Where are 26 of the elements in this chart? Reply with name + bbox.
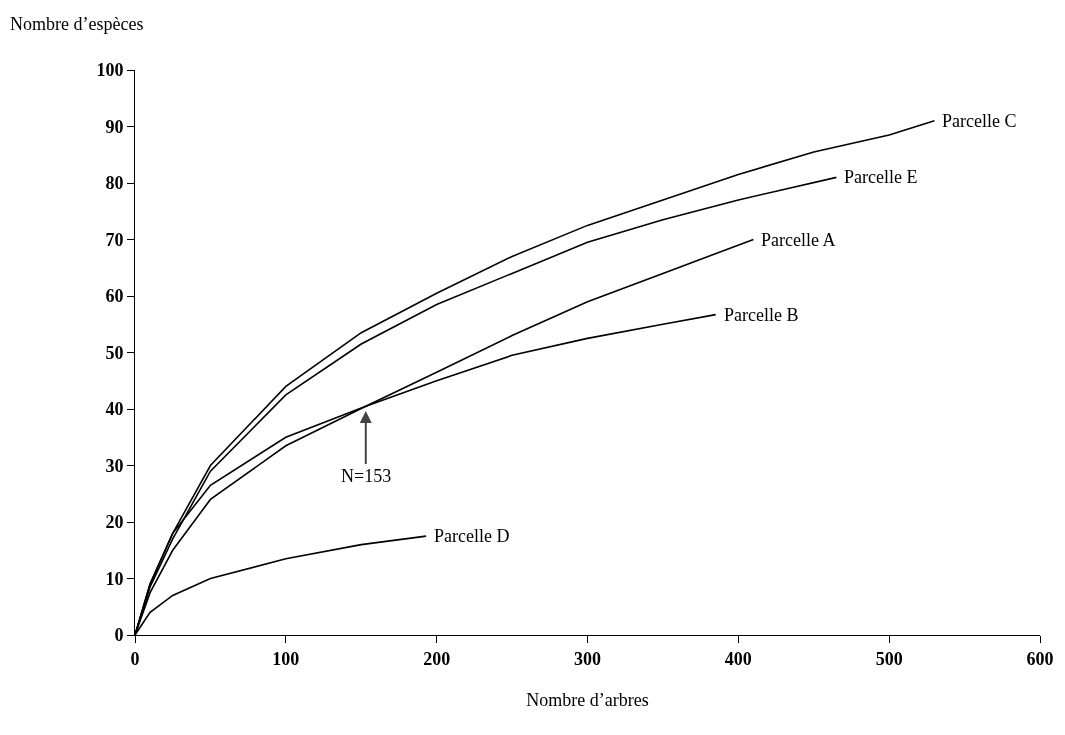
y-tick-label: 40 (105, 399, 124, 420)
series-label: Parcelle A (761, 230, 836, 250)
y-tick-label: 100 (96, 60, 124, 81)
series-label: Parcelle E (844, 167, 918, 187)
y-tick-label: 80 (105, 173, 124, 194)
y-tick-label: 30 (105, 455, 124, 476)
y-tick-label: 70 (105, 229, 124, 250)
series-label: Parcelle B (724, 305, 799, 325)
x-tick-label: 400 (724, 648, 752, 669)
y-axis-title: Nombre d’espèces (10, 14, 144, 34)
x-tick-label: 500 (875, 648, 903, 669)
series-label: Parcelle D (434, 526, 510, 546)
y-tick-label: 10 (105, 568, 124, 589)
annotation: N=153 (341, 466, 392, 486)
y-tick-label: 60 (105, 286, 124, 307)
y-tick-label: 0 (114, 625, 124, 646)
x-tick-label: 300 (574, 648, 601, 669)
y-tick-label: 50 (105, 342, 124, 363)
x-axis-title: Nombre d’arbres (526, 689, 649, 710)
x-tick-label: 0 (130, 648, 140, 669)
x-tick-label: 200 (423, 648, 451, 669)
x-tick-label: 100 (272, 648, 300, 669)
y-tick-label: 90 (105, 116, 124, 137)
x-tick-label: 600 (1026, 648, 1054, 669)
series-label: Parcelle C (942, 111, 1017, 131)
y-tick-label: 20 (105, 512, 124, 533)
